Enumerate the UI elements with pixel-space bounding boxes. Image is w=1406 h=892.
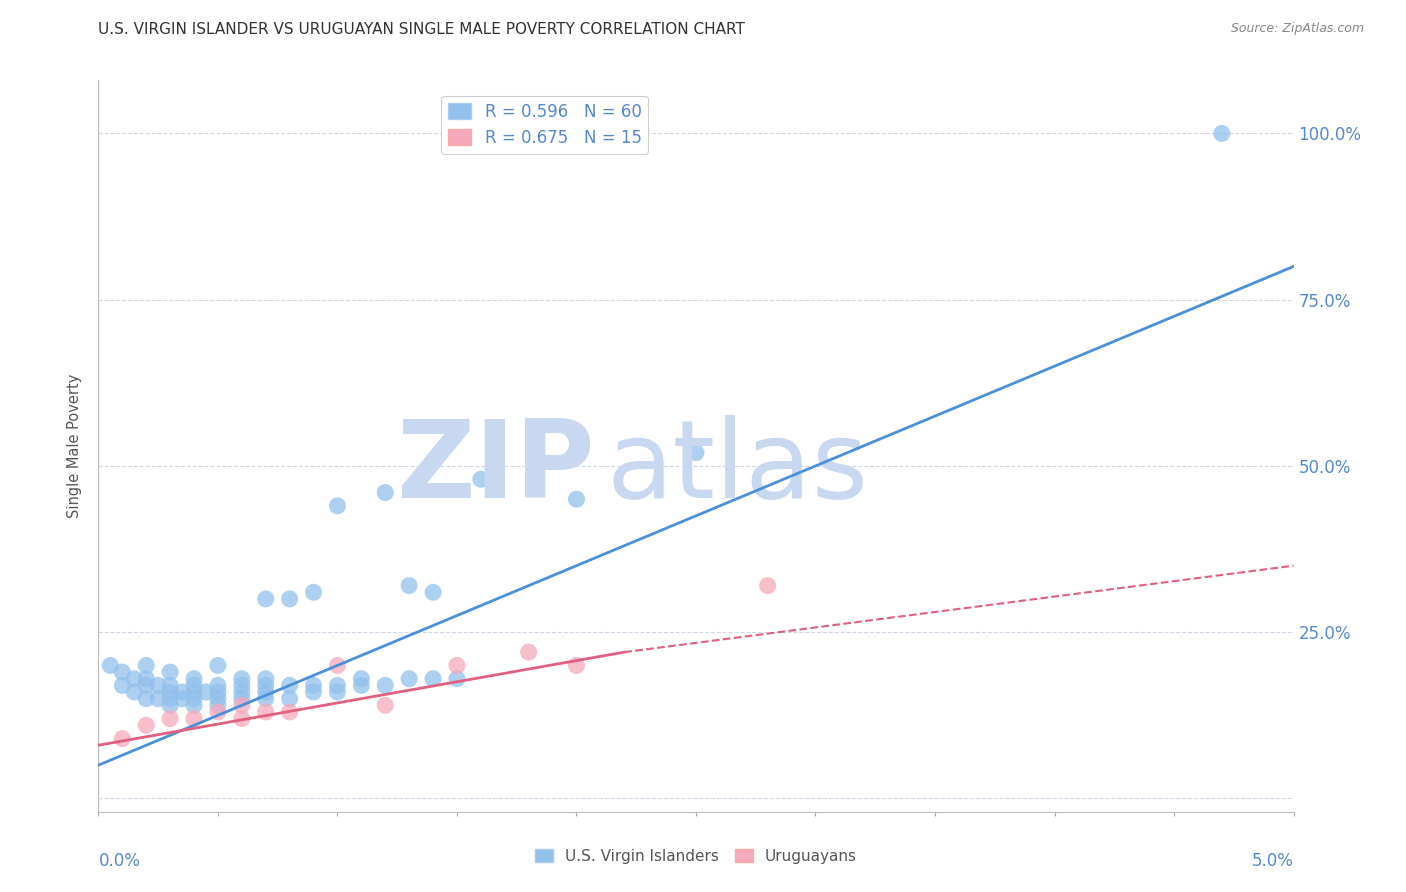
Point bbox=[135, 718, 157, 732]
Point bbox=[756, 579, 779, 593]
Point bbox=[278, 591, 301, 606]
Point bbox=[135, 691, 157, 706]
Point bbox=[159, 685, 181, 699]
Point bbox=[1211, 127, 1233, 141]
Point bbox=[278, 705, 301, 719]
Point bbox=[111, 665, 134, 679]
Point bbox=[254, 672, 277, 686]
Point bbox=[183, 678, 205, 692]
Point bbox=[517, 645, 540, 659]
Point bbox=[159, 698, 181, 713]
Point bbox=[326, 499, 349, 513]
Point bbox=[326, 658, 349, 673]
Point bbox=[350, 678, 373, 692]
Point bbox=[207, 705, 229, 719]
Point bbox=[231, 691, 253, 706]
Point bbox=[159, 691, 181, 706]
Text: Source: ZipAtlas.com: Source: ZipAtlas.com bbox=[1230, 22, 1364, 36]
Point bbox=[100, 658, 122, 673]
Point bbox=[148, 691, 170, 706]
Point bbox=[135, 658, 157, 673]
Y-axis label: Single Male Poverty: Single Male Poverty bbox=[67, 374, 83, 518]
Point bbox=[446, 672, 468, 686]
Text: 0.0%: 0.0% bbox=[98, 852, 141, 870]
Point bbox=[446, 658, 468, 673]
Point bbox=[302, 685, 325, 699]
Point bbox=[398, 672, 420, 686]
Point bbox=[183, 698, 205, 713]
Point bbox=[565, 658, 588, 673]
Point bbox=[111, 731, 134, 746]
Point bbox=[422, 672, 444, 686]
Point bbox=[148, 678, 170, 692]
Point bbox=[231, 712, 253, 726]
Point bbox=[124, 672, 146, 686]
Point bbox=[135, 678, 157, 692]
Point bbox=[172, 691, 194, 706]
Text: 5.0%: 5.0% bbox=[1251, 852, 1294, 870]
Point bbox=[374, 485, 396, 500]
Text: ZIP: ZIP bbox=[396, 415, 595, 521]
Point bbox=[374, 678, 396, 692]
Point bbox=[195, 685, 218, 699]
Point bbox=[135, 672, 157, 686]
Point bbox=[159, 678, 181, 692]
Point bbox=[231, 698, 253, 713]
Point bbox=[326, 685, 349, 699]
Point bbox=[207, 678, 229, 692]
Point bbox=[278, 678, 301, 692]
Point bbox=[302, 678, 325, 692]
Point bbox=[159, 712, 181, 726]
Point bbox=[159, 665, 181, 679]
Point bbox=[470, 472, 492, 486]
Point bbox=[207, 658, 229, 673]
Point bbox=[278, 691, 301, 706]
Point bbox=[207, 685, 229, 699]
Point bbox=[183, 672, 205, 686]
Point bbox=[326, 678, 349, 692]
Point bbox=[231, 678, 253, 692]
Point bbox=[254, 705, 277, 719]
Point bbox=[207, 691, 229, 706]
Point bbox=[207, 698, 229, 713]
Point bbox=[254, 685, 277, 699]
Point bbox=[111, 678, 134, 692]
Text: U.S. VIRGIN ISLANDER VS URUGUAYAN SINGLE MALE POVERTY CORRELATION CHART: U.S. VIRGIN ISLANDER VS URUGUAYAN SINGLE… bbox=[98, 22, 745, 37]
Point bbox=[374, 698, 396, 713]
Point bbox=[254, 591, 277, 606]
Point bbox=[183, 691, 205, 706]
Point bbox=[172, 685, 194, 699]
Text: atlas: atlas bbox=[606, 415, 869, 521]
Point bbox=[124, 685, 146, 699]
Point bbox=[422, 585, 444, 599]
Point bbox=[398, 579, 420, 593]
Point bbox=[685, 445, 707, 459]
Point bbox=[231, 685, 253, 699]
Point bbox=[183, 685, 205, 699]
Point bbox=[302, 585, 325, 599]
Point bbox=[254, 678, 277, 692]
Point bbox=[565, 492, 588, 507]
Point bbox=[350, 672, 373, 686]
Point bbox=[183, 712, 205, 726]
Point bbox=[231, 672, 253, 686]
Legend: R = 0.596   N = 60, R = 0.675   N = 15: R = 0.596 N = 60, R = 0.675 N = 15 bbox=[441, 96, 648, 153]
Point bbox=[254, 691, 277, 706]
